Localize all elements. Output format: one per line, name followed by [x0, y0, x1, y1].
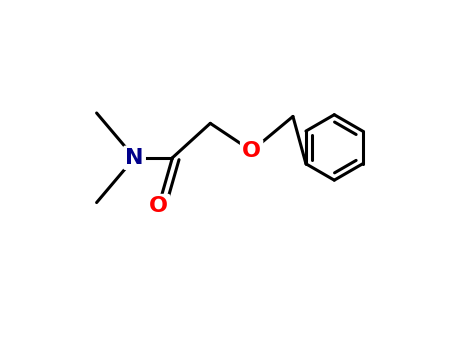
Text: O: O — [242, 141, 261, 161]
Text: N: N — [125, 148, 144, 168]
Text: O: O — [149, 196, 168, 216]
